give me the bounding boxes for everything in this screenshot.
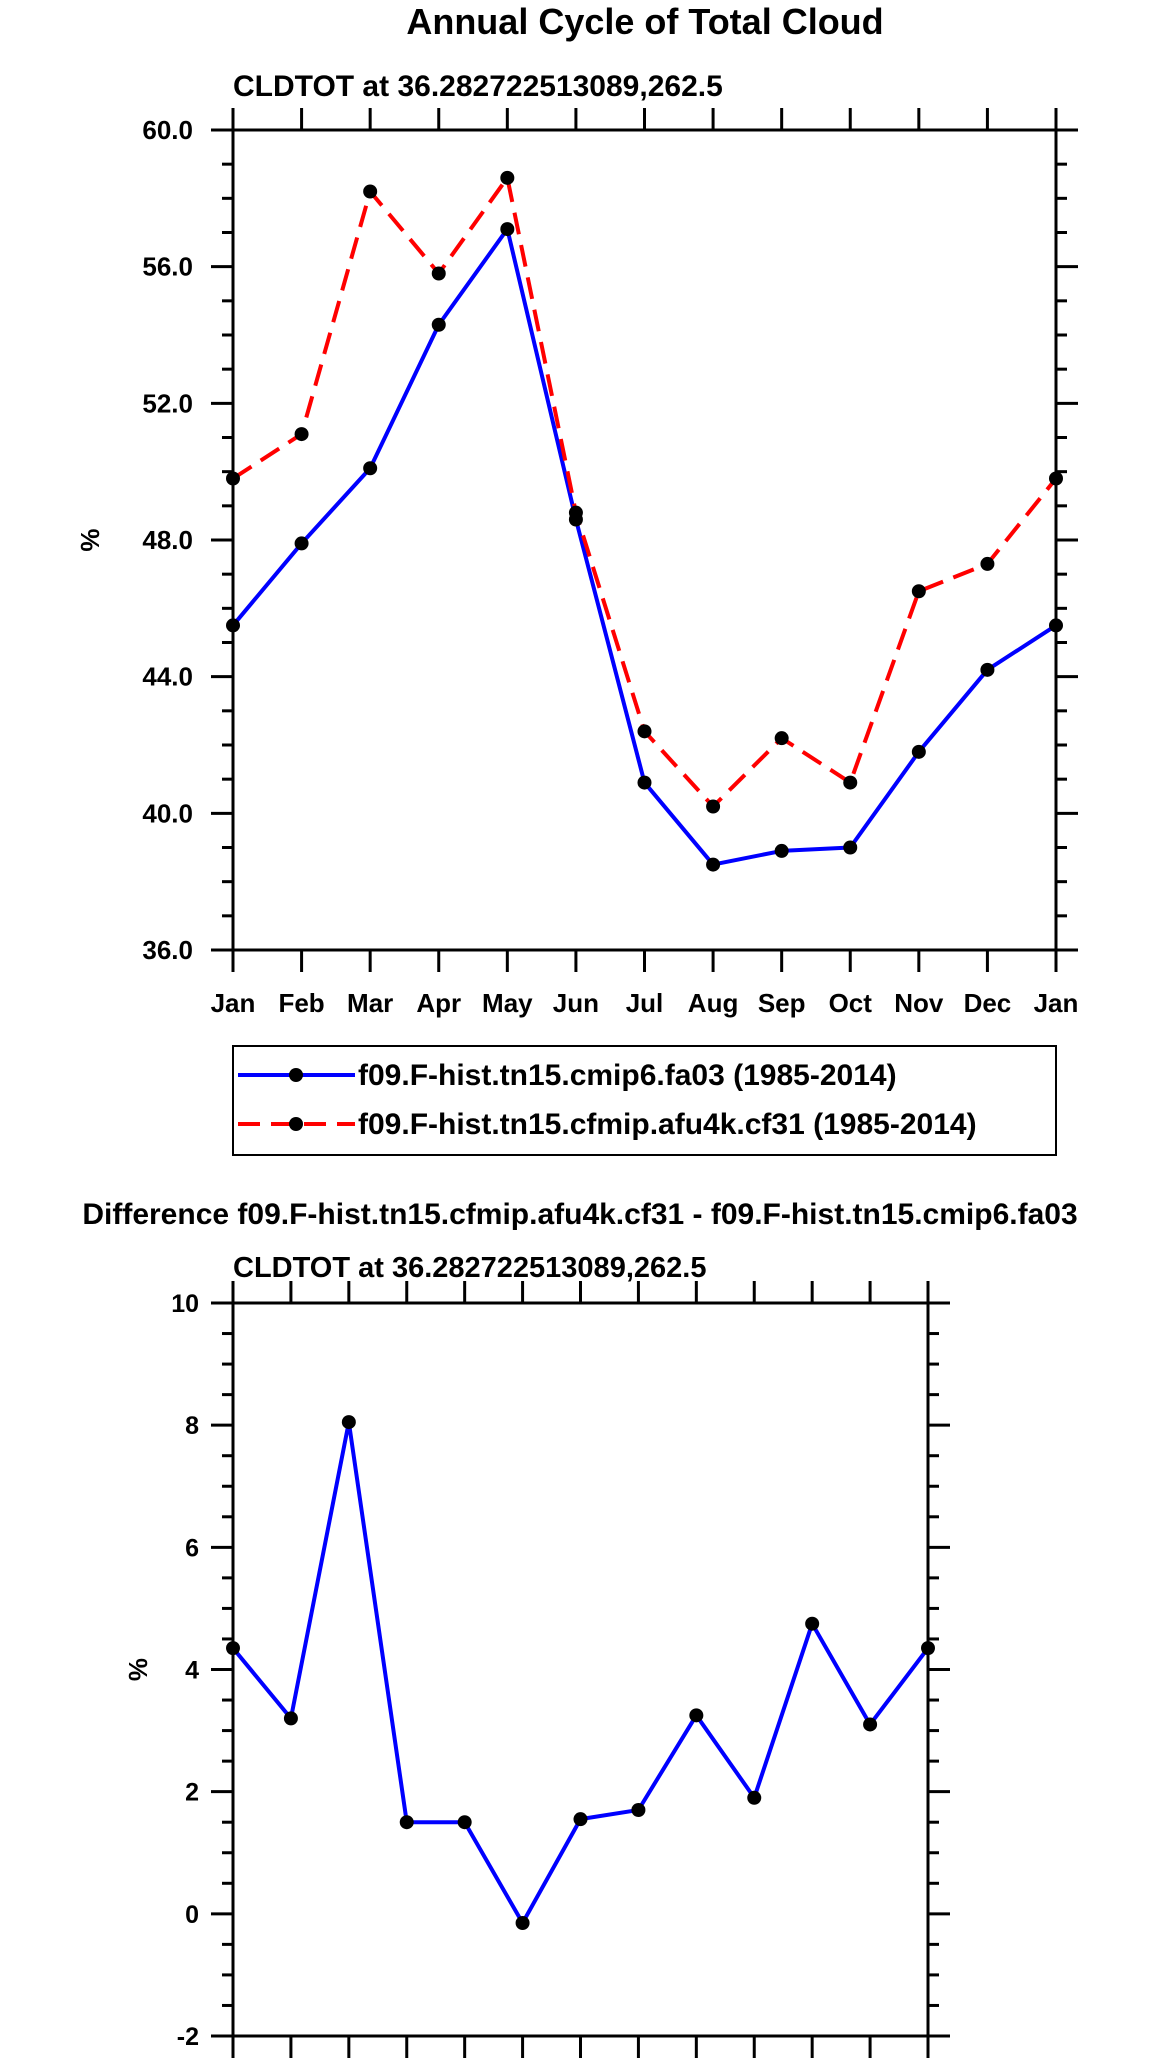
chart2-ytick-label: 6 <box>185 1534 199 1562</box>
chart1-xtick-label: May <box>482 988 533 1018</box>
chart2-ytick-label: 4 <box>185 1657 199 1685</box>
legend-marker-2 <box>289 1117 303 1131</box>
chart1-series-2-point <box>1049 471 1063 486</box>
chart2-series-1-point <box>515 1915 530 1930</box>
chart2-ytick-label: 10 <box>171 1290 199 1318</box>
chart2-subtitle: CLDTOT at 36.282722513089,262.5 <box>233 1252 706 1284</box>
chart1-series-2-point <box>500 170 515 185</box>
chart1-series-1-point <box>980 662 995 677</box>
chart2-series-1-point <box>399 1815 414 1830</box>
chart1-xtick-label: Apr <box>416 988 461 1018</box>
chart1-series-1-point <box>500 222 515 237</box>
legend-box <box>232 1045 1057 1156</box>
chart1-ytick-label: 40.0 <box>142 798 193 828</box>
chart2-series-1-point <box>747 1790 762 1805</box>
chart1-series-1-point <box>843 840 858 855</box>
chart2-ytick-label: -2 <box>177 2023 199 2051</box>
chart2-series-1-point <box>226 1641 240 1656</box>
chart1-xtick-label: Jan <box>1034 988 1079 1018</box>
chart2-series-1-point <box>863 1717 878 1732</box>
chart2-series-1-point <box>341 1415 356 1430</box>
chart1-series-1-point <box>431 317 446 332</box>
chart1-series-2-point <box>774 731 789 746</box>
chart1-series-2-point <box>226 471 240 486</box>
chart1-series-2-point <box>363 184 378 199</box>
chart1-xtick-label: Nov <box>894 988 944 1018</box>
legend-entry-1: f09.F-hist.tn15.cmip6.fa03 (1985-2014) <box>238 1059 897 1092</box>
chart1-plot: 36.0 40.0 44.0 48.0 52.0 56.0 60.0 Jan Feb Mar Apr… <box>75 108 1078 1018</box>
legend: f09.F-hist.tn15.cmip6.fa03 (1985-2014) f… <box>232 1045 1057 1156</box>
legend-marker-1 <box>289 1068 303 1082</box>
chart1-xtick-label: Jul <box>626 988 664 1018</box>
chart2-series-1-point <box>573 1812 588 1827</box>
chart1-ylabel: % <box>75 528 105 551</box>
chart1-series-1-point <box>637 775 652 790</box>
chart1-series-2-point <box>843 775 858 790</box>
chart1-series-2-point <box>980 556 995 571</box>
chart2-ylabel: % <box>123 1658 153 1681</box>
chart1-ytick-label: 44.0 <box>142 662 193 692</box>
chart1-frame <box>231 128 1058 952</box>
chart1-xtick-label: Feb <box>278 988 324 1018</box>
chart1-xtick-label: Dec <box>964 988 1012 1018</box>
chart2-series-1-point <box>631 1802 646 1817</box>
chart2-series-1-point <box>283 1711 298 1726</box>
chart1-series-2-point <box>911 584 926 599</box>
chart1-series-1-point <box>774 843 789 858</box>
chart1-xtick-label: Mar <box>347 988 393 1018</box>
chart1-ytick-label: 52.0 <box>142 388 193 418</box>
chart1-xtick-label: Jun <box>553 988 599 1018</box>
chart1-xtick-label: Aug <box>688 988 739 1018</box>
legend-label-1: f09.F-hist.tn15.cmip6.fa03 (1985-2014) <box>358 1059 897 1092</box>
chart1-series-2-point <box>294 427 309 442</box>
chart2-series-1-point <box>805 1616 820 1631</box>
chart1-series-1-point <box>226 618 240 633</box>
chart1-subtitle: CLDTOT at 36.282722513089,262.5 <box>233 70 723 103</box>
chart1-ytick-label: 56.0 <box>142 252 193 282</box>
chart2-ytick-label: 0 <box>185 1901 199 1929</box>
chart1-xtick-label: Jan <box>211 988 256 1018</box>
chart2-plot: -20246810JanFebMarAprMayJunJulAugSepOctN… <box>123 1281 950 2058</box>
chart2-series-1-point <box>457 1815 472 1830</box>
chart1-title: Annual Cycle of Total Cloud <box>406 1 883 42</box>
chart1-series-1-point <box>1049 618 1063 633</box>
chart2-series-line-1 <box>231 1420 930 1925</box>
chart1-xtick-label: Sep <box>758 988 806 1018</box>
chart1-series-1-point <box>911 744 926 759</box>
chart1-series-line-1 <box>231 227 1058 867</box>
chart1-series-1-point <box>294 536 309 551</box>
chart1-series-2-point <box>431 266 446 281</box>
chart1-xtick-label: Oct <box>829 988 873 1018</box>
chart1-ytick-label: 60.0 <box>142 115 193 145</box>
chart2-series-1-point <box>689 1708 704 1723</box>
chart1-series-1-point <box>706 857 721 872</box>
chart2-ytick-label: 2 <box>185 1779 199 1807</box>
chart2-frame <box>231 1301 930 2038</box>
legend-entry-2: f09.F-hist.tn15.cfmip.afu4k.cf31 (1985-2… <box>238 1108 977 1141</box>
chart1-series-line-2 <box>231 175 1058 809</box>
chart2-series-1-point <box>921 1641 935 1656</box>
chart2-title: Difference f09.F-hist.tn15.cfmip.afu4k.c… <box>82 1198 1077 1231</box>
chart1-series-1-point <box>363 461 378 476</box>
chart1-series-2-point <box>637 724 652 739</box>
chart1-series-2-point <box>568 505 583 520</box>
chart1-ytick-label: 48.0 <box>142 525 193 555</box>
chart2-ytick-label: 8 <box>185 1412 199 1440</box>
chart1-series-2-point <box>706 799 721 814</box>
chart1-ytick-label: 36.0 <box>142 935 193 965</box>
legend-label-2: f09.F-hist.tn15.cfmip.afu4k.cf31 (1985-2… <box>358 1108 977 1141</box>
